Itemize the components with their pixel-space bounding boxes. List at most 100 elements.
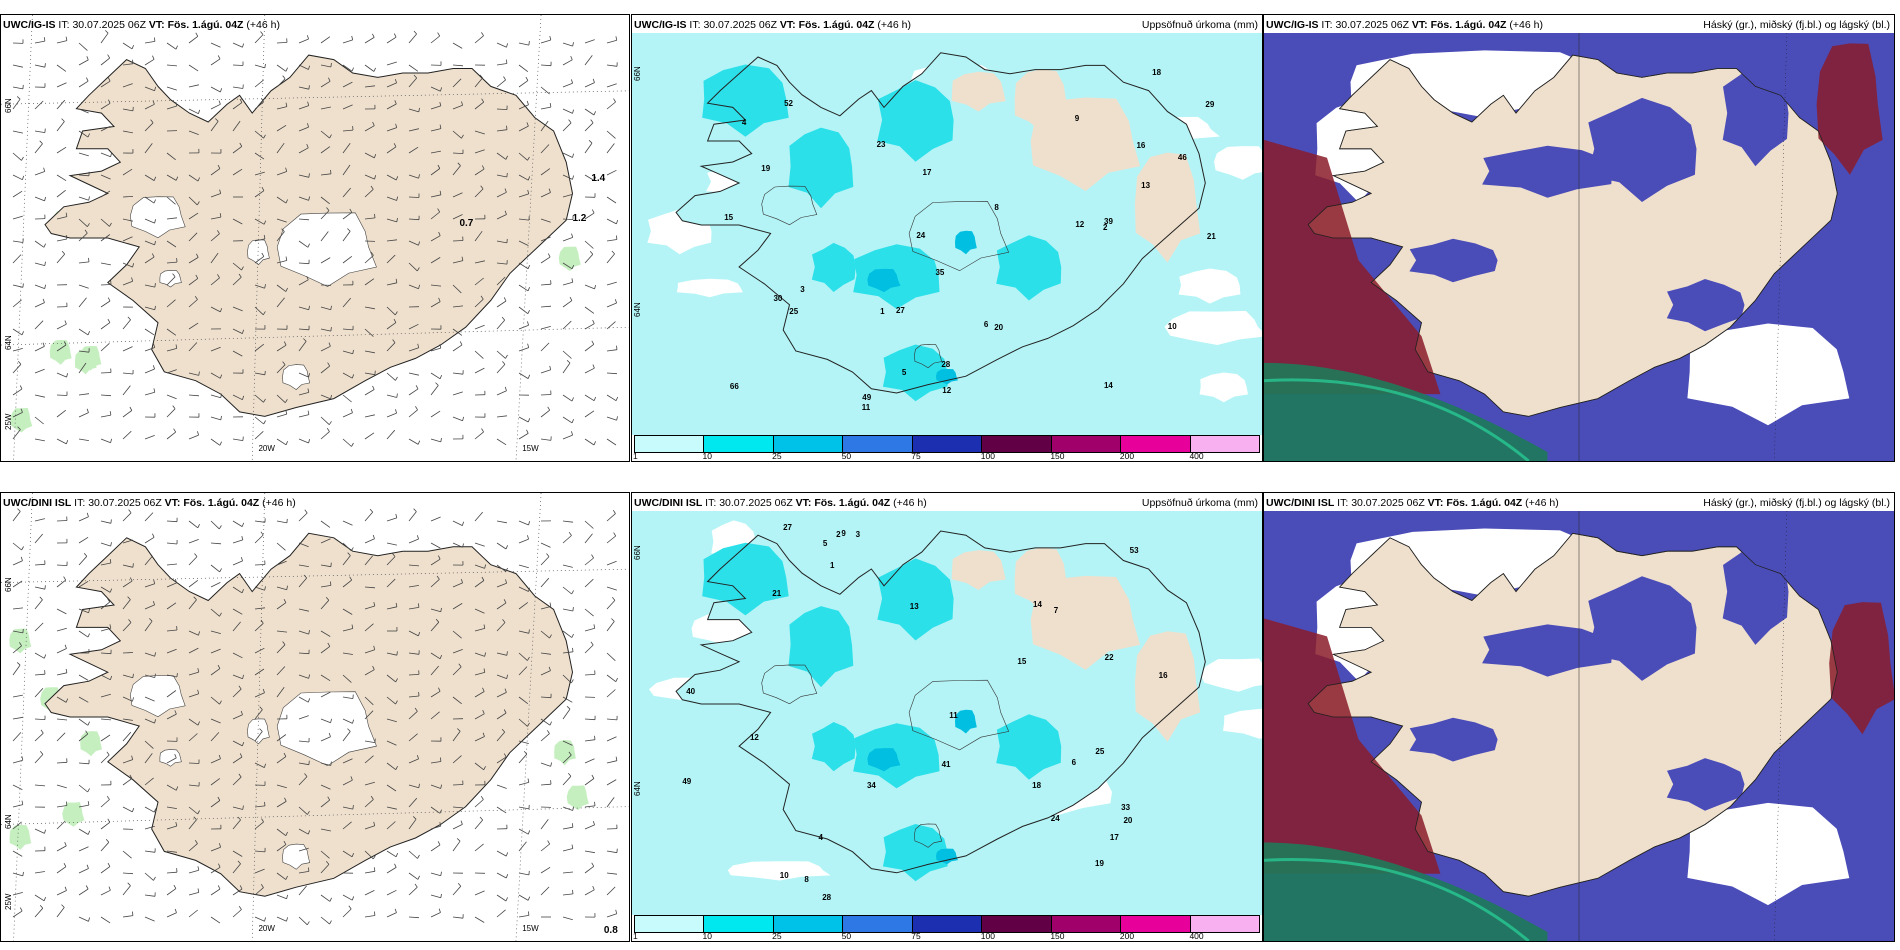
wind-speed-patch xyxy=(49,339,72,365)
dry-area xyxy=(727,861,831,881)
mid-cloud-patch xyxy=(1829,602,1894,735)
precip-field-medium xyxy=(811,242,856,292)
precip-value-label: 15 xyxy=(1017,657,1027,667)
precip-legend: 1 10 25 50 75 100 150 200 400 xyxy=(632,435,1262,461)
legend-swatch xyxy=(1051,916,1122,932)
dry-area xyxy=(1178,268,1241,304)
init-time: 30.07.2025 06Z xyxy=(703,19,777,31)
precip-value-label: 24 xyxy=(916,231,926,241)
legend-tick-label: 1 xyxy=(633,931,638,941)
low-cloud-patch xyxy=(1722,61,1789,167)
panel-wind-dini[interactable]: 20W 15W 25W 66N 64N 0.8 UWC/DINI ISL IT: 30.07… xyxy=(0,492,630,942)
legend-swatch xyxy=(843,916,913,932)
legend-tick-label: 400 xyxy=(1189,451,1204,461)
precip-field-medium xyxy=(788,606,854,688)
legend-tick-label: 75 xyxy=(911,931,921,941)
precip-value-label: 2 xyxy=(836,529,841,539)
cloud-map xyxy=(1264,32,1894,461)
model-name: UWC/IG-IS xyxy=(634,19,687,31)
dry-area xyxy=(676,278,743,298)
model-name: UWC/DINI ISL xyxy=(1266,497,1335,509)
panel-wind-ig[interactable]: 20W 15W 25W 66N 64N 0.7 1.4 1.2 UWC/IG-IS IT: 30… xyxy=(0,14,630,462)
legend-swatch xyxy=(1190,916,1259,932)
dry-area xyxy=(1164,310,1262,345)
model-name: UWC/DINI ISL xyxy=(3,497,72,509)
longitude-label: 20W xyxy=(258,924,275,934)
panel-title: UWC/IG-IS IT: 30.07.2025 06Z VT: Fös. 1.… xyxy=(1264,18,1543,32)
precip-value-label: 10 xyxy=(779,870,789,880)
precip-field-medium xyxy=(702,542,789,616)
legend-swatch xyxy=(843,436,913,452)
lead-time: (+46 h) xyxy=(893,497,927,509)
legend-ticks: 1 10 25 50 75 100 150 200 400 xyxy=(633,931,1260,941)
glacier xyxy=(129,675,186,718)
valid-time: Fös. 1.ágú. 04Z xyxy=(798,19,875,31)
precip-value-label: 13 xyxy=(909,601,919,611)
precip-value-label: 14 xyxy=(1103,380,1113,390)
precip-value-label: 24 xyxy=(1050,813,1060,823)
precip-value-label: 29 xyxy=(1205,99,1215,109)
legend-swatch xyxy=(635,916,705,932)
precip-value-label: 18 xyxy=(1032,780,1042,790)
glacier-outline xyxy=(914,343,943,369)
dry-area xyxy=(1223,708,1262,739)
init-time: 30.07.2025 06Z xyxy=(719,497,793,509)
low-cloud-patch xyxy=(1482,145,1613,198)
panel-cloud-ig[interactable]: UWC/IG-IS IT: 30.07.2025 06Z VT: Fös. 1.… xyxy=(1263,14,1895,462)
longitude-label: 15W xyxy=(522,924,539,934)
legend-tick-label: 100 xyxy=(980,931,995,941)
precip-value-label: 3 xyxy=(800,284,805,294)
precip-field-medium xyxy=(702,64,789,137)
legend-ticks: 1 10 25 50 75 100 150 200 400 xyxy=(633,451,1260,461)
precip-value-label: 21 xyxy=(772,588,782,598)
glacier xyxy=(159,269,182,288)
precip-value-label: 66 xyxy=(729,381,739,391)
init-label: IT: xyxy=(74,497,86,509)
wind-speed-patch xyxy=(566,785,589,811)
legend-tick-label: 150 xyxy=(1050,451,1065,461)
precip-value-label: 49 xyxy=(862,393,872,403)
panel-precip-dini[interactable]: 13 19 22 24 21 18 20 28 15 12 34 49 40 25 27 33 53 41 17 16… xyxy=(631,492,1263,942)
lead-time: (+46 h) xyxy=(246,19,280,31)
init-time: 30.07.2025 06Z xyxy=(88,497,162,509)
precip-value-label: 8 xyxy=(994,203,999,213)
precip-value-label: 52 xyxy=(784,99,793,109)
legend-tick-label: 75 xyxy=(911,451,921,461)
mid-cloud-field xyxy=(1264,618,1441,874)
precip-value-label: 15 xyxy=(724,213,734,223)
precip-value-label: 22 xyxy=(1104,653,1114,663)
precip-field-medium xyxy=(996,235,1062,301)
precip-map xyxy=(632,493,1262,915)
precip-value-label: 35 xyxy=(935,268,945,278)
low-cloud-patch xyxy=(1482,624,1613,677)
precip-value-label: 4 xyxy=(818,832,823,842)
precip-value-label: 19 xyxy=(1095,859,1104,869)
legend-swatch xyxy=(635,436,705,452)
high-cloud-edge xyxy=(1264,858,1530,941)
legend-tick-label: 25 xyxy=(772,451,782,461)
precip-value-label: 30 xyxy=(773,294,783,304)
panel-cloud-dini[interactable]: UWC/DINI ISL IT: 30.07.2025 06Z VT: Fös.… xyxy=(1263,492,1895,942)
panel-precip-ig[interactable]: 12 14 39 35 28 23 24 30 27 21 25 52 49 46 66 29 20 17 15 8 6… xyxy=(631,14,1263,462)
legend-swatch xyxy=(912,916,983,932)
precip-field-heavy xyxy=(936,369,958,385)
precip-value-label: 40 xyxy=(686,686,696,696)
legend-tick-label: 200 xyxy=(1119,931,1135,941)
valid-time: Fös. 1.ágú. 04Z xyxy=(1430,19,1507,31)
wind-speed-patch xyxy=(558,246,581,272)
precip-value-label: 13 xyxy=(1141,181,1151,191)
precip-field-medium xyxy=(882,344,948,402)
latitude-label: 66N xyxy=(4,576,14,592)
legend-swatch xyxy=(912,436,983,452)
glacier-outline xyxy=(914,823,943,848)
model-name: UWC/IG-IS xyxy=(1266,19,1319,31)
precip-field-heavy xyxy=(867,268,901,293)
legend-tick-label: 25 xyxy=(772,931,782,941)
wind-speed-patch xyxy=(10,407,33,433)
graticule xyxy=(1,493,629,941)
wind-speed-patch xyxy=(9,824,32,850)
dry-area xyxy=(1214,146,1262,180)
init-label: IT: xyxy=(58,19,70,31)
precip-value-label: 11 xyxy=(949,711,958,721)
precip-value-label: 33 xyxy=(1121,802,1131,812)
